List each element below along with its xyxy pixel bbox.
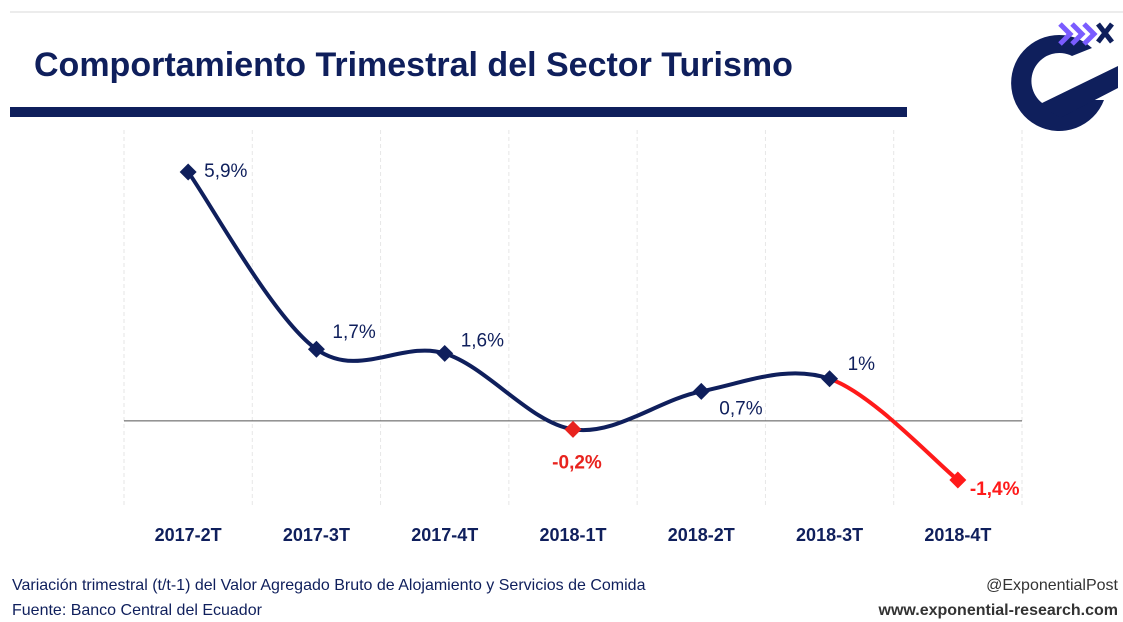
marker xyxy=(692,382,710,400)
source: Fuente: Banco Central del Ecuador xyxy=(12,602,263,619)
data-label: -1,4% xyxy=(970,479,1020,500)
line-segment xyxy=(571,389,704,433)
data-label: 1,7% xyxy=(332,322,375,343)
data-label: -0,2% xyxy=(552,452,602,473)
logo-bar xyxy=(1040,66,1118,118)
x-tick-label: 2017-3T xyxy=(283,525,350,545)
x-tick-label: 2018-1T xyxy=(539,525,606,545)
marker xyxy=(307,340,325,358)
line-segment xyxy=(314,347,447,363)
x-tick-label: 2017-4T xyxy=(411,525,478,545)
logo-chevrons xyxy=(1058,22,1098,46)
data-label: 1,6% xyxy=(461,330,504,351)
footnote: Variación trimestral (t/t-1) del Valor A… xyxy=(12,577,646,594)
marker xyxy=(179,163,197,181)
marker xyxy=(436,344,454,362)
logo xyxy=(1011,22,1118,131)
chart-title: Comportamiento Trimestral del Sector Tur… xyxy=(34,46,793,84)
x-tick-label: 2017-2T xyxy=(155,525,222,545)
data-label: 1% xyxy=(848,354,876,375)
line-segment xyxy=(699,371,832,394)
title-bar xyxy=(10,107,907,117)
website: www.exponential-research.com xyxy=(878,602,1118,619)
x-tick-label: 2018-4T xyxy=(924,525,991,545)
x-tick-label: 2018-2T xyxy=(668,525,735,545)
logo-x xyxy=(1096,22,1114,44)
line-segment xyxy=(827,376,960,482)
marker xyxy=(564,420,582,438)
data-label: 0,7% xyxy=(719,398,762,419)
marker xyxy=(821,370,839,388)
x-tick-label: 2018-3T xyxy=(796,525,863,545)
data-label: 5,9% xyxy=(204,161,247,182)
line-segment xyxy=(442,351,575,432)
marker xyxy=(949,471,967,489)
handle: @ExponentialPost xyxy=(986,577,1118,594)
line-segment xyxy=(186,170,319,352)
